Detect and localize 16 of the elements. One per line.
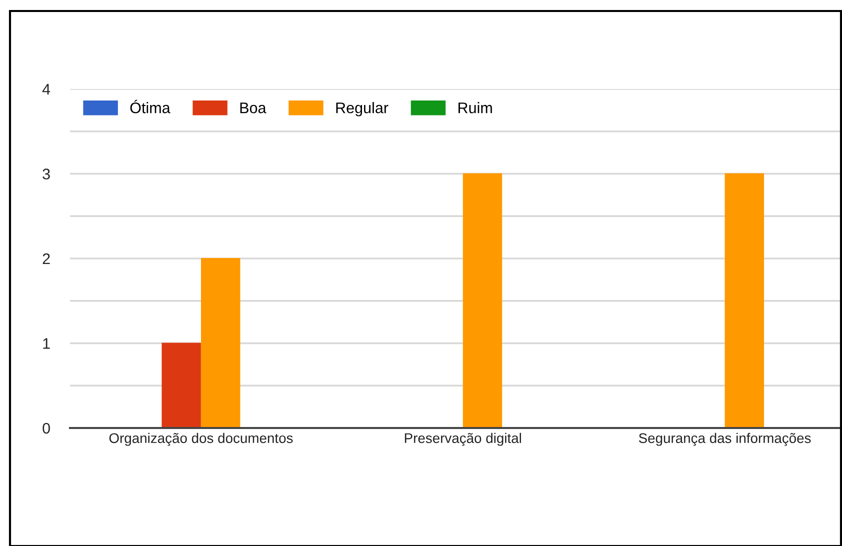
bar (724, 173, 764, 428)
bar (200, 258, 240, 428)
x-tick-label: Preservação digital (404, 432, 521, 446)
y-tick-label: 1 (43, 338, 50, 349)
legend-label: Boa (240, 102, 266, 114)
bar (462, 173, 502, 428)
legend-label: Regular (336, 102, 388, 116)
x-tick-label: Organização dos documentos (109, 432, 293, 446)
y-tick-label: 4 (42, 84, 50, 95)
legend-label: Ótima (130, 100, 170, 114)
y-tick-label: 2 (42, 253, 50, 264)
legend-label: Ruim (458, 102, 492, 114)
bar (162, 342, 201, 428)
y-tick-label: 0 (42, 422, 50, 434)
y-tick-label: 3 (42, 168, 50, 180)
x-tick-label: Segurança das informações (638, 432, 811, 446)
